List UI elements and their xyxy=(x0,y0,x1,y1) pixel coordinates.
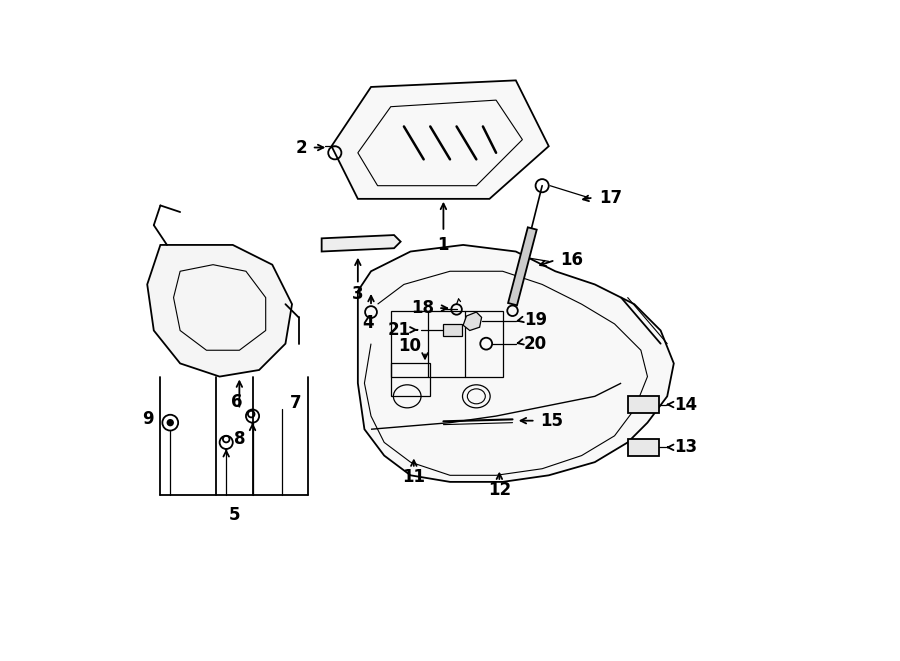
Text: 11: 11 xyxy=(402,467,426,486)
Text: 5: 5 xyxy=(229,506,240,524)
Bar xyxy=(391,364,430,397)
Text: 20: 20 xyxy=(524,334,547,353)
Text: 15: 15 xyxy=(540,412,563,430)
Bar xyxy=(627,397,660,412)
Text: 14: 14 xyxy=(674,395,697,414)
Text: 19: 19 xyxy=(524,311,547,329)
Text: 21: 21 xyxy=(387,321,410,339)
Circle shape xyxy=(167,420,173,426)
Text: 16: 16 xyxy=(560,251,583,269)
Bar xyxy=(391,311,503,377)
Text: 4: 4 xyxy=(362,313,374,332)
Polygon shape xyxy=(508,227,536,305)
Text: 6: 6 xyxy=(231,393,243,410)
Text: 10: 10 xyxy=(398,337,421,356)
Polygon shape xyxy=(148,245,292,377)
Text: 12: 12 xyxy=(488,481,511,500)
Polygon shape xyxy=(331,81,549,199)
Text: 18: 18 xyxy=(411,299,434,317)
Text: 17: 17 xyxy=(598,188,622,206)
Text: 13: 13 xyxy=(674,438,697,456)
Bar xyxy=(627,439,660,455)
Polygon shape xyxy=(321,235,400,252)
Text: 8: 8 xyxy=(234,430,246,448)
Text: 1: 1 xyxy=(437,236,449,254)
Text: 7: 7 xyxy=(290,394,302,412)
Bar xyxy=(444,324,462,336)
Text: 9: 9 xyxy=(142,410,154,428)
Polygon shape xyxy=(464,312,482,330)
Text: 2: 2 xyxy=(295,139,307,157)
Polygon shape xyxy=(358,245,674,482)
Text: 3: 3 xyxy=(352,286,364,303)
